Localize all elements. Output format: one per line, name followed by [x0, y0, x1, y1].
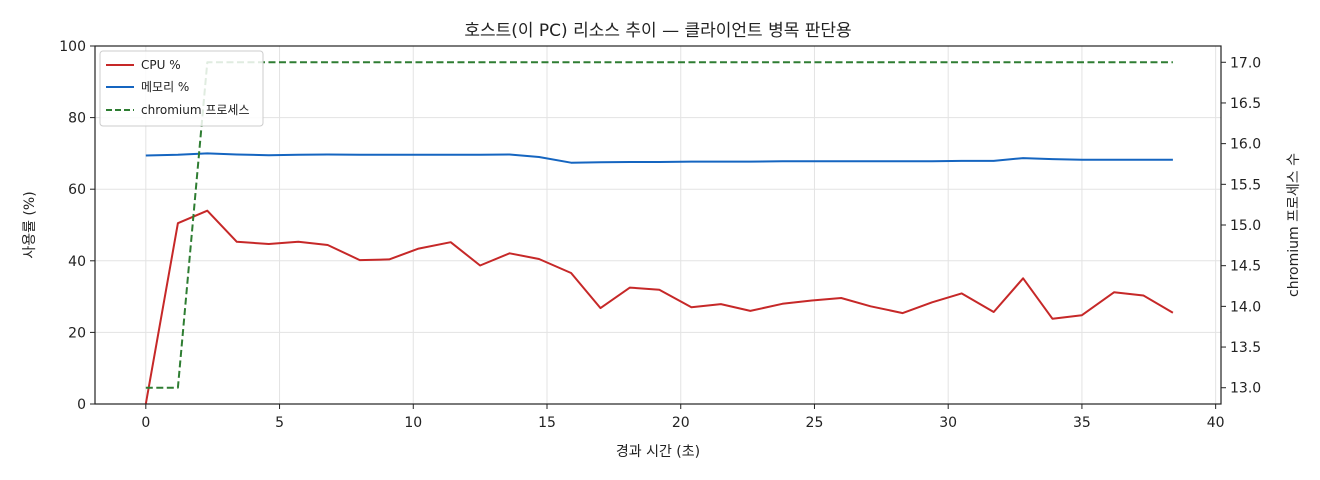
- x-tick-label: 35: [1073, 415, 1091, 431]
- x-tick-label: 15: [538, 415, 556, 431]
- grid: [95, 45, 1221, 405]
- x-tick-label: 0: [141, 415, 150, 431]
- chart-title: 호스트(이 PC) 리소스 추이 — 클라이언트 병목 판단용: [464, 21, 851, 41]
- y2-axis-label: chromium 프로세스 수: [1286, 153, 1302, 297]
- y2-tick-label: 14.0: [1230, 299, 1261, 315]
- plot-frame: [94, 45, 1222, 405]
- y-tick-label: 60: [68, 182, 86, 198]
- y2-tick-label: 16.5: [1230, 96, 1261, 112]
- y2-tick-label: 14.5: [1230, 259, 1261, 275]
- x-tick-label: 30: [939, 415, 957, 431]
- y-axis-label: 사용률 (%): [22, 191, 38, 258]
- y2-tick-label: 15.0: [1230, 218, 1261, 234]
- series-line-memory: [145, 152, 1173, 164]
- y-tick-label: 20: [68, 325, 86, 341]
- x-axis-label: 경과 시간 (초): [616, 444, 700, 460]
- legend-frame: [99, 50, 264, 127]
- y2-tick-label: 17.0: [1230, 55, 1261, 71]
- series-layer: [144, 61, 1174, 405]
- x-axis: 0 5 10 15 20 25 30 35 40: [141, 404, 1225, 431]
- y-tick-label: 0: [77, 397, 86, 413]
- x-tick-label: 25: [806, 415, 824, 431]
- legend-label-memory: 메모리 %: [141, 80, 189, 94]
- legend: CPU % 메모리 % chromium 프로세스: [99, 50, 264, 127]
- y2-axis: 13.0 13.5 14.0 14.5 15.0 15.5 16.0 16.5 17.0: [1221, 55, 1261, 397]
- x-tick-label: 20: [672, 415, 690, 431]
- x-tick-label: 40: [1207, 415, 1225, 431]
- series-line-chromium: [145, 61, 1173, 389]
- legend-label-cpu: CPU %: [141, 58, 181, 72]
- legend-label-chromium: chromium 프로세스: [141, 103, 250, 117]
- y2-tick-label: 13.5: [1230, 340, 1261, 356]
- y-tick-label: 40: [68, 254, 86, 270]
- y2-tick-label: 16.0: [1230, 137, 1261, 153]
- y2-tick-label: 13.0: [1230, 381, 1261, 397]
- x-tick-label: 5: [275, 415, 284, 431]
- x-tick-label: 10: [404, 415, 422, 431]
- y-axis: 0 20 40 60 80 100: [59, 39, 95, 413]
- y2-tick-label: 15.5: [1230, 177, 1261, 193]
- y-tick-label: 100: [59, 39, 86, 55]
- y-tick-label: 80: [68, 111, 86, 127]
- series-line-cpu: [144, 209, 1174, 405]
